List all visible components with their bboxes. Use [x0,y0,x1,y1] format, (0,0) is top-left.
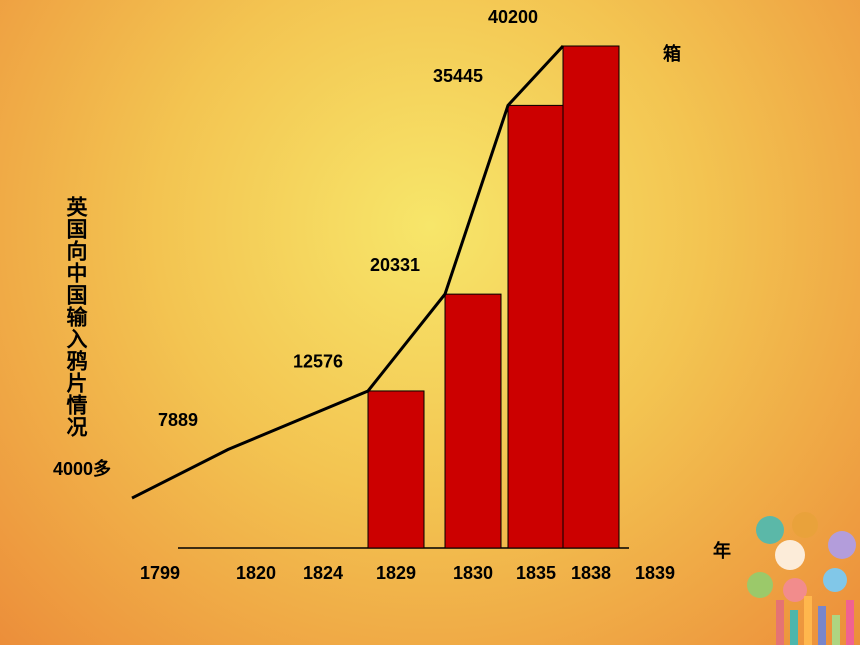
x-tick-label: 1829 [376,563,416,583]
value-label: 20331 [370,255,420,275]
unit-label: 箱 [663,43,681,64]
x-tick-label: 1830 [453,563,493,583]
x-tick-label: 1839 [635,563,675,583]
bar [507,104,565,549]
bar [444,293,502,549]
x-axis-label: 年 [713,540,731,561]
line [131,44,565,500]
x-tick-label: 1835 [516,563,556,583]
value-label: 12576 [293,352,343,372]
x-tick-label: 1824 [303,563,343,583]
value-label: 40200 [488,7,538,27]
x-tick-label: 1799 [140,563,180,583]
value-label: 35445 [433,66,483,86]
value-label: 7889 [158,410,198,430]
bar [367,390,425,549]
bar [562,45,620,549]
decoration [747,512,856,645]
x-tick-label: 1838 [571,563,611,583]
x-tick-label: 1820 [236,563,276,583]
value-label: 4000多 [53,458,111,479]
y-axis-label: 英国向中国输入鸦片情况 [64,196,89,438]
